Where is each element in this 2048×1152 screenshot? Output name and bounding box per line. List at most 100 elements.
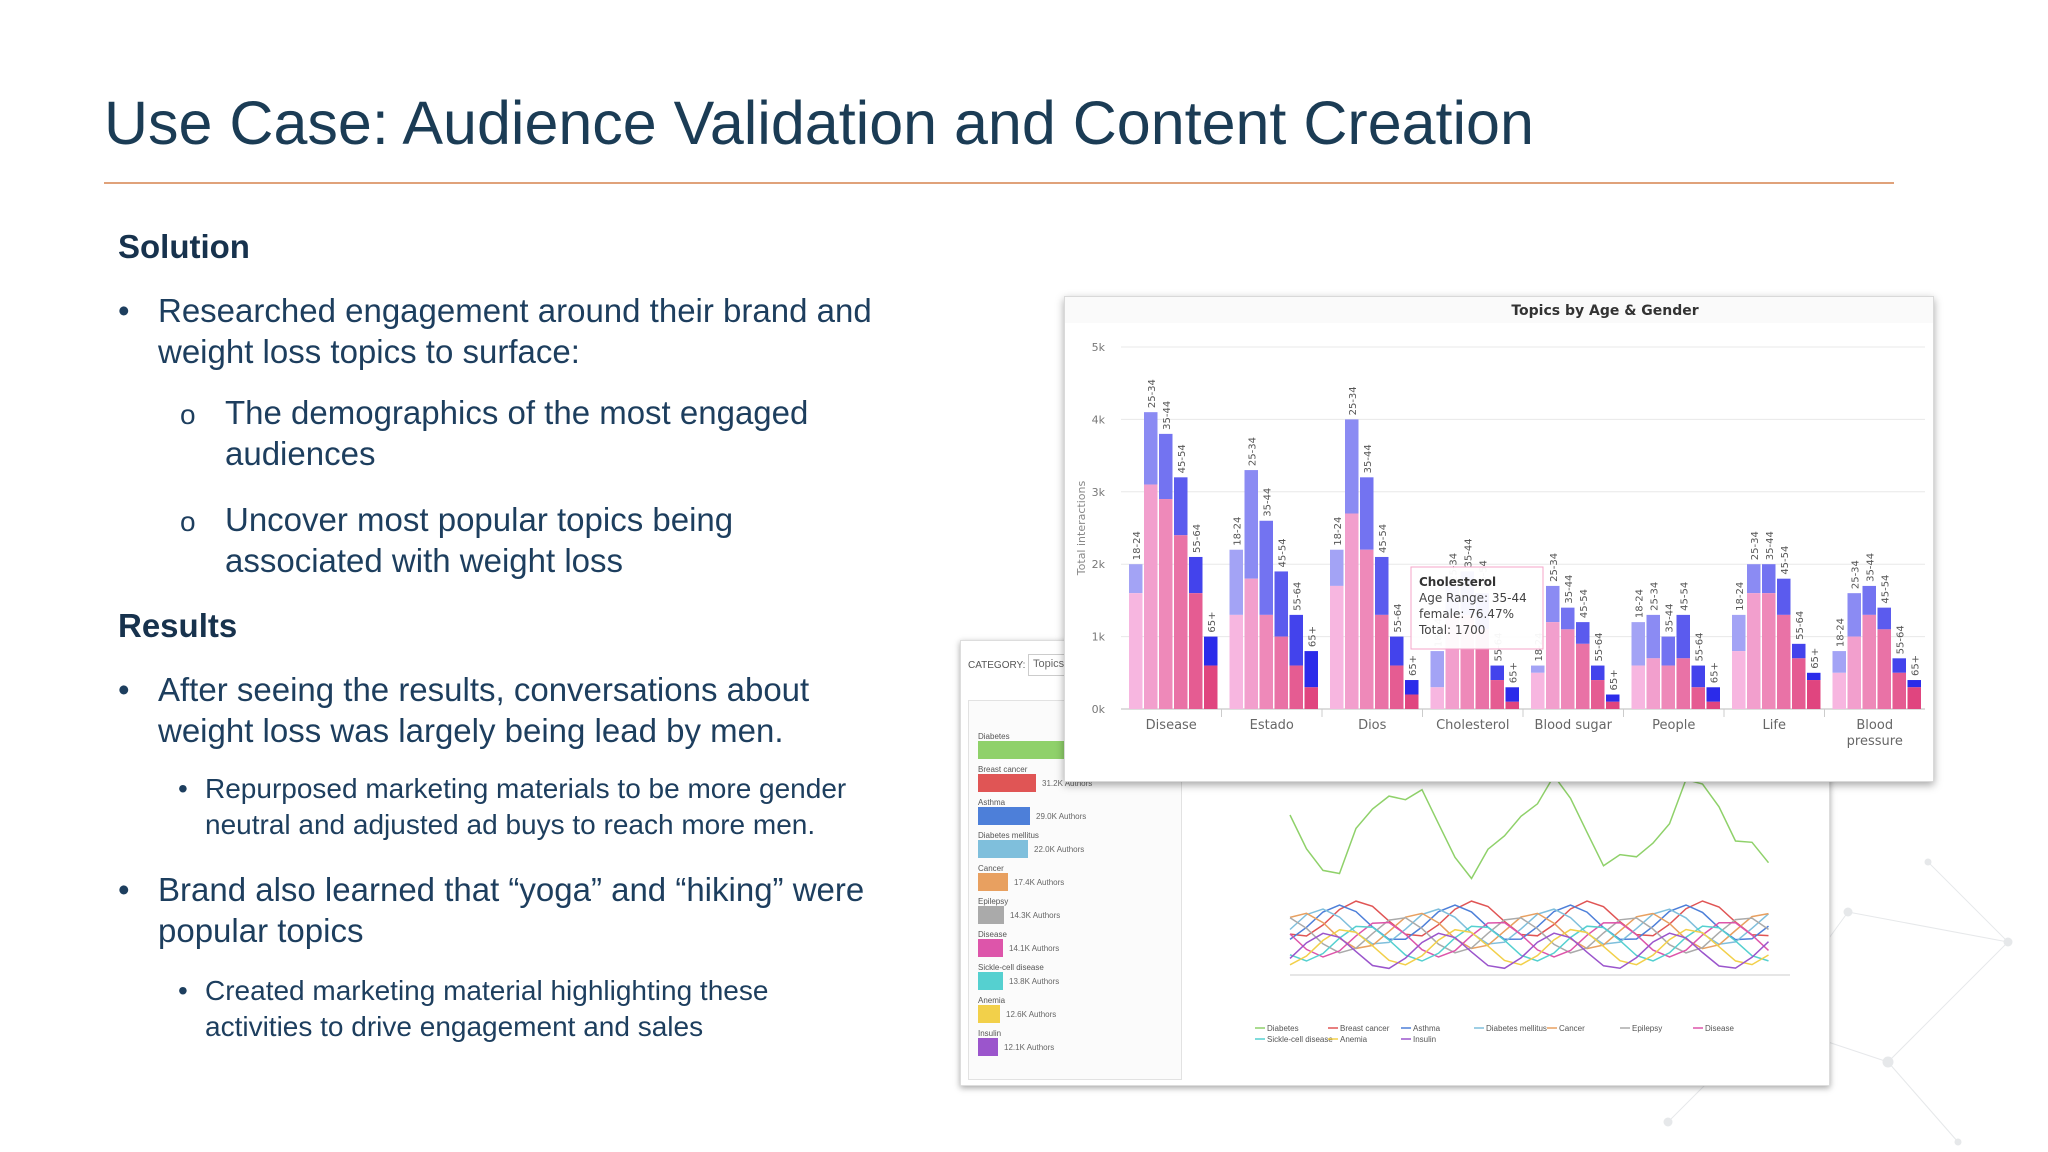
bar-female[interactable] — [1892, 672, 1907, 709]
bar-female[interactable] — [1274, 636, 1289, 709]
bar-male[interactable] — [1505, 687, 1520, 702]
bar-male[interactable] — [1606, 694, 1620, 702]
bar-female[interactable] — [1204, 665, 1218, 709]
bar-female[interactable] — [1144, 484, 1158, 709]
bar-male[interactable] — [1405, 680, 1419, 695]
bar-male[interactable] — [1661, 636, 1676, 666]
topic-list-item[interactable]: Anemia 12.6K Authors — [978, 996, 1056, 1023]
bar-female[interactable] — [1631, 665, 1646, 709]
bar-male[interactable] — [1204, 636, 1218, 666]
bar-male[interactable] — [1591, 665, 1605, 681]
bar-female[interactable] — [1762, 593, 1776, 709]
bar-female[interactable] — [1546, 622, 1560, 709]
bar-male[interactable] — [1892, 658, 1907, 673]
topic-list-item[interactable]: Sickle-cell disease 13.8K Authors — [978, 963, 1059, 990]
bar-female[interactable] — [1390, 665, 1404, 709]
bar-female[interactable] — [1561, 629, 1575, 709]
trend-legend-item[interactable]: Anemia — [1328, 1035, 1368, 1044]
bar-male[interactable] — [1531, 665, 1545, 673]
trend-legend-item[interactable]: Asthma — [1401, 1024, 1441, 1033]
bar-male[interactable] — [1159, 433, 1173, 500]
bar-female[interactable] — [1244, 578, 1259, 709]
bar-female[interactable] — [1862, 614, 1877, 709]
bar-male[interactable] — [1546, 585, 1560, 623]
bar-male[interactable] — [1289, 614, 1304, 666]
trend-legend-item[interactable]: Diabetes — [1255, 1024, 1299, 1033]
bar-male[interactable] — [1691, 665, 1706, 688]
bar-male[interactable] — [1847, 593, 1862, 637]
bar-male[interactable] — [1747, 564, 1761, 594]
bar-female[interactable] — [1691, 687, 1706, 709]
bar-male[interactable] — [1862, 585, 1877, 615]
bar-male[interactable] — [1174, 477, 1188, 536]
bar-male[interactable] — [1706, 687, 1721, 702]
bar-female[interactable] — [1490, 680, 1505, 709]
bar-male[interactable] — [1274, 571, 1289, 637]
bar-female[interactable] — [1129, 593, 1143, 709]
bar-female[interactable] — [1792, 658, 1806, 709]
bar-male[interactable] — [1676, 614, 1691, 659]
trend-legend-item[interactable]: Insulin — [1401, 1035, 1436, 1044]
bar-female[interactable] — [1907, 687, 1922, 709]
bar-female[interactable] — [1189, 593, 1203, 709]
bar-male[interactable] — [1576, 622, 1590, 644]
bar-female[interactable] — [1706, 701, 1721, 709]
bar-male[interactable] — [1390, 636, 1404, 666]
bar-male[interactable] — [1732, 614, 1746, 652]
bar-female[interactable] — [1646, 658, 1661, 709]
bar-female[interactable] — [1591, 680, 1605, 709]
bar-female[interactable] — [1877, 629, 1892, 709]
bar-female[interactable] — [1531, 672, 1545, 709]
bar-male[interactable] — [1490, 665, 1505, 681]
bar-female[interactable] — [1360, 549, 1374, 709]
bar-male[interactable] — [1792, 643, 1806, 659]
bar-male[interactable] — [1304, 651, 1319, 688]
bar-male[interactable] — [1561, 607, 1575, 630]
bar-female[interactable] — [1732, 651, 1746, 709]
bar-male[interactable] — [1375, 556, 1389, 615]
topic-list-item[interactable]: Disease 14.1K Authors — [978, 930, 1059, 957]
bar-male[interactable] — [1229, 549, 1244, 615]
bar-male[interactable] — [1144, 412, 1158, 485]
topic-list-item[interactable]: Asthma 29.0K Authors — [978, 798, 1086, 825]
bar-female[interactable] — [1259, 614, 1274, 709]
bar-male[interactable] — [1330, 549, 1344, 586]
bar-female[interactable] — [1832, 672, 1847, 709]
bar-female[interactable] — [1676, 658, 1691, 709]
trend-legend-item[interactable]: Diabetes mellitus — [1474, 1024, 1547, 1033]
bar-female[interactable] — [1159, 499, 1173, 709]
bar-female[interactable] — [1576, 643, 1590, 709]
bar-female[interactable] — [1661, 665, 1676, 709]
bar-male[interactable] — [1631, 622, 1646, 666]
bar-female[interactable] — [1606, 701, 1620, 709]
bar-male[interactable] — [1244, 470, 1259, 579]
trend-legend-item[interactable]: Sickle-cell disease — [1255, 1035, 1333, 1044]
bar-male[interactable] — [1189, 556, 1203, 594]
bar-male[interactable] — [1777, 578, 1791, 615]
bar-female[interactable] — [1807, 680, 1821, 709]
trend-legend-item[interactable]: Epilepsy — [1620, 1024, 1662, 1033]
topic-list-item[interactable]: Diabetes mellitus 22.0K Authors — [978, 831, 1084, 858]
topic-list-item[interactable]: Epilepsy 14.3K Authors — [978, 897, 1060, 924]
bar-male[interactable] — [1360, 477, 1374, 550]
bar-male[interactable] — [1832, 651, 1847, 673]
bar-male[interactable] — [1807, 672, 1821, 681]
bar-female[interactable] — [1289, 665, 1304, 709]
topic-list-item[interactable]: Breast cancer 31.2K Authors — [978, 765, 1092, 792]
trend-legend-item[interactable]: Breast cancer — [1328, 1024, 1390, 1033]
bar-female[interactable] — [1304, 687, 1319, 709]
bar-female[interactable] — [1229, 614, 1244, 709]
bar-male[interactable] — [1259, 520, 1274, 615]
bar-male[interactable] — [1129, 564, 1143, 594]
bar-female[interactable] — [1505, 701, 1520, 709]
topic-list-item[interactable]: Cancer 17.4K Authors — [978, 864, 1064, 891]
bar-male[interactable] — [1646, 614, 1661, 659]
topic-list-item[interactable]: Insulin 12.1K Authors — [978, 1029, 1054, 1056]
bar-male[interactable] — [1907, 680, 1922, 688]
bar-female[interactable] — [1405, 694, 1419, 709]
bar-female[interactable] — [1174, 535, 1188, 709]
bar-male[interactable] — [1430, 651, 1445, 688]
bar-female[interactable] — [1847, 636, 1862, 709]
bar-female[interactable] — [1375, 614, 1389, 709]
bar-female[interactable] — [1747, 593, 1761, 709]
